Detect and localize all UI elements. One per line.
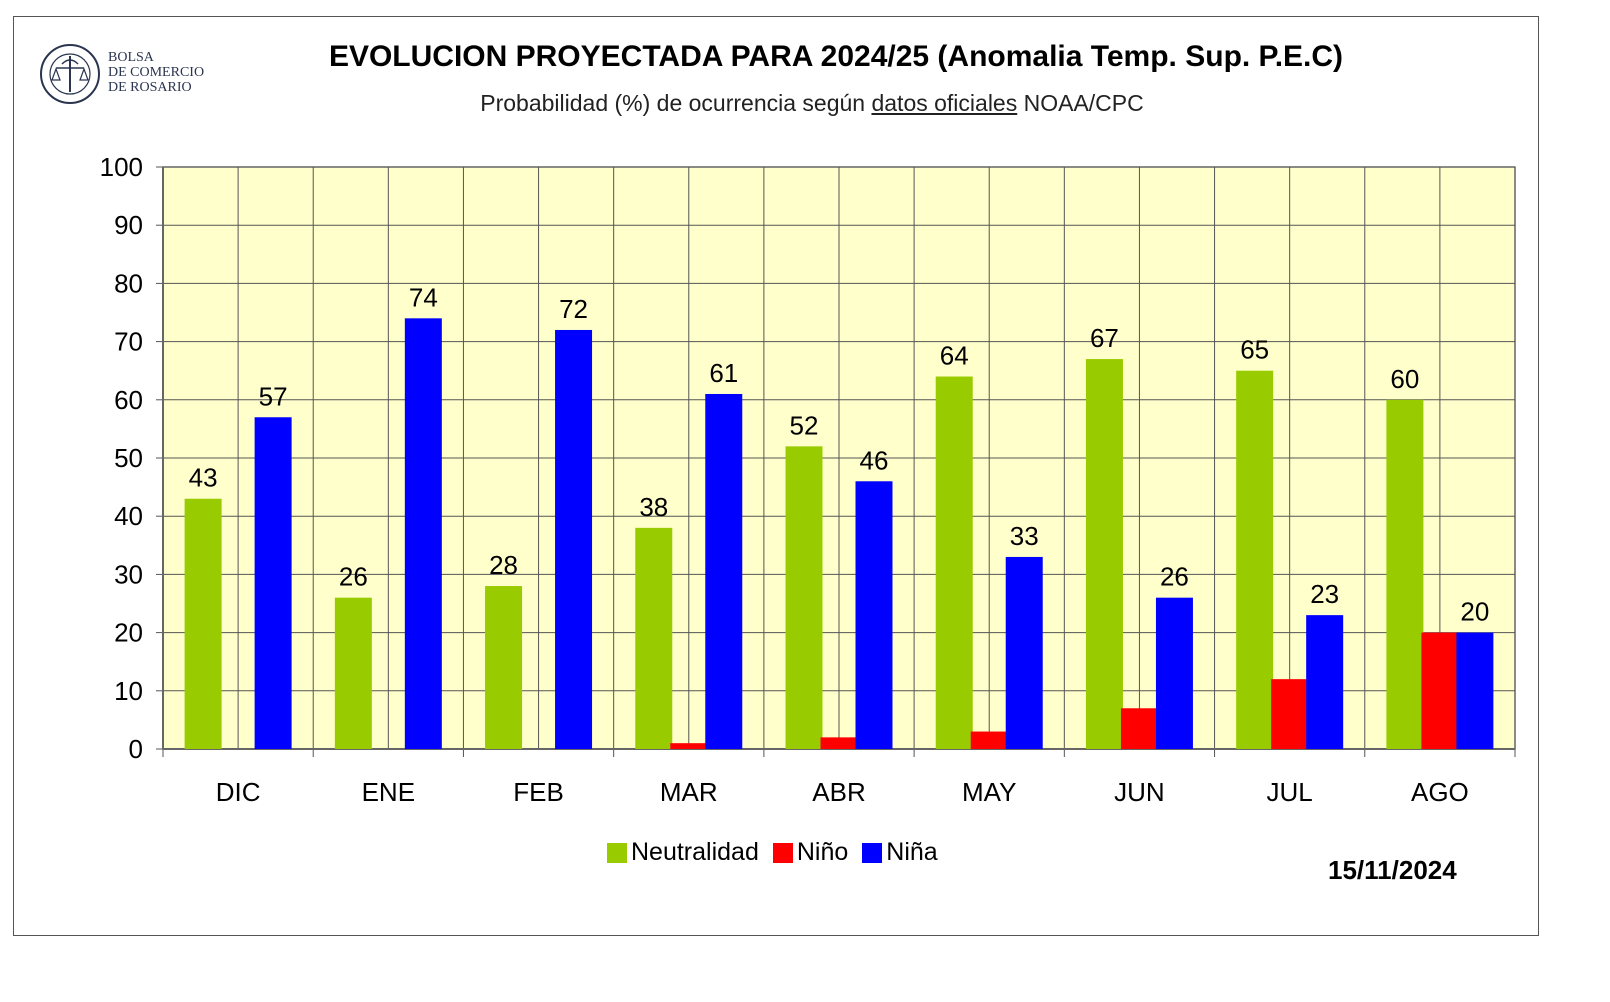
x-tick-label: DIC (216, 777, 261, 807)
logo-line: BOLSA (108, 50, 154, 65)
data-label: 64 (940, 341, 969, 371)
logo-text: BOLSA DE COMERCIO DE ROSARIO (108, 50, 204, 95)
chart-subtitle: Probabilidad (%) de ocurrencia según dat… (0, 90, 1610, 117)
data-label: 20 (1460, 597, 1489, 627)
subtitle-text: Probabilidad (%) de ocurrencia según (480, 90, 872, 116)
bar-nina-jun (1155, 597, 1193, 749)
bar-nina-dic (254, 417, 292, 749)
y-tick-label: 0 (129, 734, 143, 764)
chart-title: EVOLUCION PROYECTADA PARA 2024/25 (Anoma… (328, 40, 1344, 73)
bar-neutralidad-abr (785, 446, 823, 749)
y-tick-label: 50 (114, 443, 143, 473)
bar-nino-abr (820, 737, 858, 749)
bar-nino-may (970, 731, 1008, 749)
bar-neutralidad-jul (1236, 370, 1274, 749)
report-date: 15/11/2024 (1328, 855, 1457, 885)
bar-neutralidad-dic (184, 498, 222, 749)
legend-label: Niño (796, 838, 849, 866)
bolsa-comercio-seal-icon (40, 44, 100, 104)
y-tick-label: 90 (114, 210, 143, 240)
bar-neutralidad-may (935, 376, 973, 749)
legend-label: Neutralidad (631, 838, 759, 866)
legend: Neutralidad Niño Niña (607, 838, 952, 867)
bar-neutralidad-ago (1386, 399, 1424, 749)
data-label: 46 (860, 445, 889, 475)
subtitle-text: NOAA/CPC (1017, 90, 1144, 116)
x-tick-label: JUL (1267, 777, 1313, 807)
data-label: 67 (1090, 323, 1119, 353)
x-tick-label: MAY (962, 777, 1016, 807)
data-label: 52 (790, 410, 819, 440)
y-tick-label: 70 (114, 327, 143, 357)
bar-nina-ene (404, 318, 442, 749)
data-label: 57 (259, 381, 288, 411)
x-tick-label: MAR (660, 777, 718, 807)
y-tick-label: 30 (114, 559, 143, 589)
data-label: 43 (189, 463, 218, 493)
bar-nina-jul (1306, 615, 1344, 749)
data-label: 38 (639, 492, 668, 522)
data-label: 72 (559, 294, 588, 324)
x-tick-label: FEB (513, 777, 564, 807)
y-tick-label: 40 (114, 501, 143, 531)
y-tick-label: 10 (114, 676, 143, 706)
bar-nina-feb (555, 329, 593, 749)
legend-label: Niña (886, 838, 938, 866)
logo-line: DE COMERCIO (108, 65, 205, 80)
x-tick-label: ENE (362, 777, 415, 807)
y-tick-label: 80 (114, 268, 143, 298)
data-label: 26 (339, 562, 368, 592)
data-label: 23 (1310, 579, 1339, 609)
data-label: 60 (1390, 364, 1419, 394)
bar-nina-ago (1456, 632, 1494, 749)
data-label: 26 (1160, 562, 1189, 592)
subtitle-link-text: datos oficiales (871, 90, 1018, 116)
bar-neutralidad-jun (1085, 359, 1123, 749)
x-tick-label: JUN (1114, 777, 1165, 807)
legend-swatch-nina (862, 842, 883, 863)
data-label: 65 (1240, 335, 1269, 365)
logo-line: DE ROSARIO (108, 80, 192, 95)
bar-nina-abr (855, 481, 893, 749)
legend-item-nino: Niño (772, 838, 849, 867)
legend-swatch-nino (772, 842, 793, 863)
bar-nino-jun (1120, 708, 1158, 749)
bar-neutralidad-feb (485, 586, 523, 749)
data-label: 74 (409, 282, 438, 312)
logo: BOLSA DE COMERCIO DE ROSARIO (38, 42, 238, 106)
y-tick-label: 100 (100, 152, 143, 182)
data-label: 61 (709, 358, 738, 388)
x-tick-label: AGO (1411, 777, 1469, 807)
y-tick-label: 60 (114, 385, 143, 415)
legend-item-neutralidad: Neutralidad (607, 838, 759, 867)
bar-neutralidad-ene (334, 597, 372, 749)
data-label: 33 (1010, 521, 1039, 551)
legend-item-nina: Niña (862, 838, 938, 867)
y-tick-label: 20 (114, 618, 143, 648)
x-tick-label: ABR (812, 777, 865, 807)
legend-swatch-neutralidad (607, 842, 627, 863)
bar-nina-may (1005, 556, 1043, 749)
bar-nino-jul (1271, 679, 1309, 749)
data-label: 28 (489, 550, 518, 580)
bar-neutralidad-mar (635, 527, 673, 749)
bar-nina-mar (705, 393, 743, 749)
bar-nino-mar (670, 743, 708, 749)
bar-nino-ago (1421, 632, 1459, 749)
